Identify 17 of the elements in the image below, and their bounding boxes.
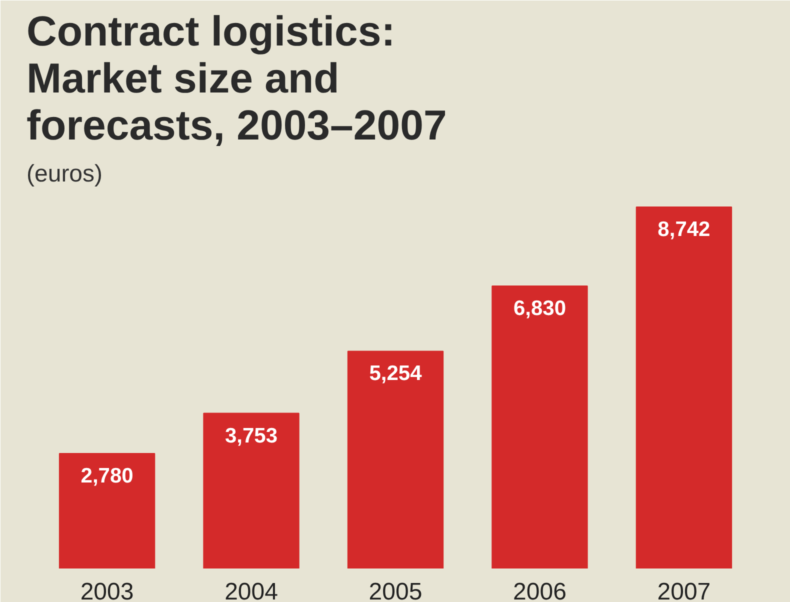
bar	[203, 412, 300, 568]
chart-title: Contract logistics: Market size and forecasts, 2003–2007	[26, 8, 447, 148]
bar	[347, 350, 444, 568]
chart-subtitle: (euros)	[26, 160, 103, 188]
bar	[58, 453, 156, 568]
data-label: 6,830	[513, 297, 566, 320]
x-tick-label: 2006	[513, 578, 566, 602]
x-tick-label: 2005	[368, 578, 422, 602]
data-label: 3,753	[224, 424, 278, 448]
data-label: 8,742	[658, 218, 710, 241]
x-tick-label: 2007	[657, 578, 711, 602]
data-label: 2,780	[80, 464, 134, 488]
bar	[636, 206, 732, 568]
bar	[492, 286, 588, 568]
data-label: 5,254	[369, 362, 422, 386]
x-tick-label: 2004	[224, 578, 278, 602]
x-tick-label: 2003	[80, 578, 134, 602]
